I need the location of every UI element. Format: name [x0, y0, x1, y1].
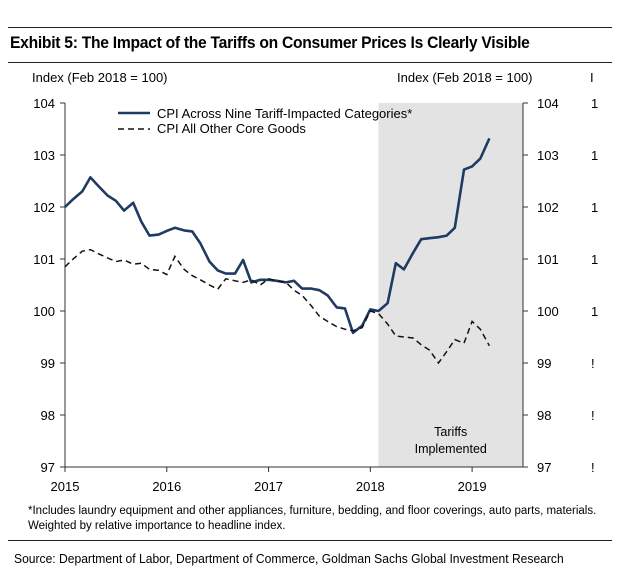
right-axis-label: Index (Feb 2018 = 100) — [397, 70, 533, 85]
x-tick-label: 2015 — [51, 479, 80, 494]
left-axis-label: Index (Feb 2018 = 100) — [32, 70, 168, 85]
legend: CPI Across Nine Tariff-Impacted Categori… — [118, 106, 412, 136]
shade-label-line1: Tariffs — [434, 425, 467, 439]
y-tick-label-left: 101 — [33, 252, 55, 267]
source-rule — [8, 540, 612, 541]
x-tick-label: 2019 — [458, 479, 487, 494]
y-tick-label-left: 104 — [33, 96, 55, 111]
y-tick-label-right: 100 — [537, 304, 559, 319]
source-note: Source: Department of Labor, Department … — [14, 551, 564, 566]
y-tick-label-left: 102 — [33, 200, 55, 215]
y-tick-label-left: 100 — [33, 304, 55, 319]
legend-label-tariff-impacted: CPI Across Nine Tariff-Impacted Categori… — [157, 106, 412, 121]
y-tick-label-right-clipped: ! — [591, 460, 595, 475]
x-tick-label: 2017 — [254, 479, 283, 494]
y-tick-label-right: 104 — [537, 96, 559, 111]
y-tick-label-right-clipped: 1 — [591, 252, 598, 267]
right-axis-label-clipped: I — [590, 70, 594, 85]
chart-canvas: Tariffs Implemented 97 97 ! 98 98 ! 99 99 ! 100 10… — [32, 70, 598, 494]
y-tick-label-right-clipped: ! — [591, 356, 595, 371]
y-tick-label-right: 103 — [537, 148, 559, 163]
y-tick-label-left: 97 — [41, 460, 55, 475]
y-tick-label-right: 98 — [537, 408, 551, 423]
footnote: *Includes laundry equipment and other ap… — [28, 505, 597, 532]
top-rule — [8, 27, 612, 28]
y-tick-label-right-clipped: ! — [591, 408, 595, 423]
y-tick-label-right-clipped: 1 — [591, 148, 598, 163]
y-tick-label-right: 99 — [537, 356, 551, 371]
title-rule — [8, 62, 612, 63]
tariffs-shaded-region — [378, 103, 523, 467]
y-tick-label-left: 99 — [41, 356, 55, 371]
y-tick-label-right-clipped: 1 — [591, 96, 598, 111]
y-tick-label-left: 103 — [33, 148, 55, 163]
x-tick-label: 2016 — [152, 479, 181, 494]
y-tick-label-right: 97 — [537, 460, 551, 475]
y-tick-label-right-clipped: 1 — [591, 200, 598, 215]
y-tick-label-right: 101 — [537, 252, 559, 267]
y-tick-label-left: 98 — [41, 408, 55, 423]
x-tick-label: 2018 — [356, 479, 385, 494]
legend-label-other-core-goods: CPI All Other Core Goods — [157, 121, 306, 136]
series-line-tariff-impacted — [64, 137, 491, 335]
y-tick-label-right: 102 — [537, 200, 559, 215]
y-tick-label-right-clipped: 1 — [591, 304, 598, 319]
shade-label-line2: Implemented — [415, 442, 487, 456]
exhibit-title: Exhibit 5: The Impact of the Tariffs on … — [10, 33, 530, 52]
series-line-other-core-goods — [64, 248, 491, 365]
